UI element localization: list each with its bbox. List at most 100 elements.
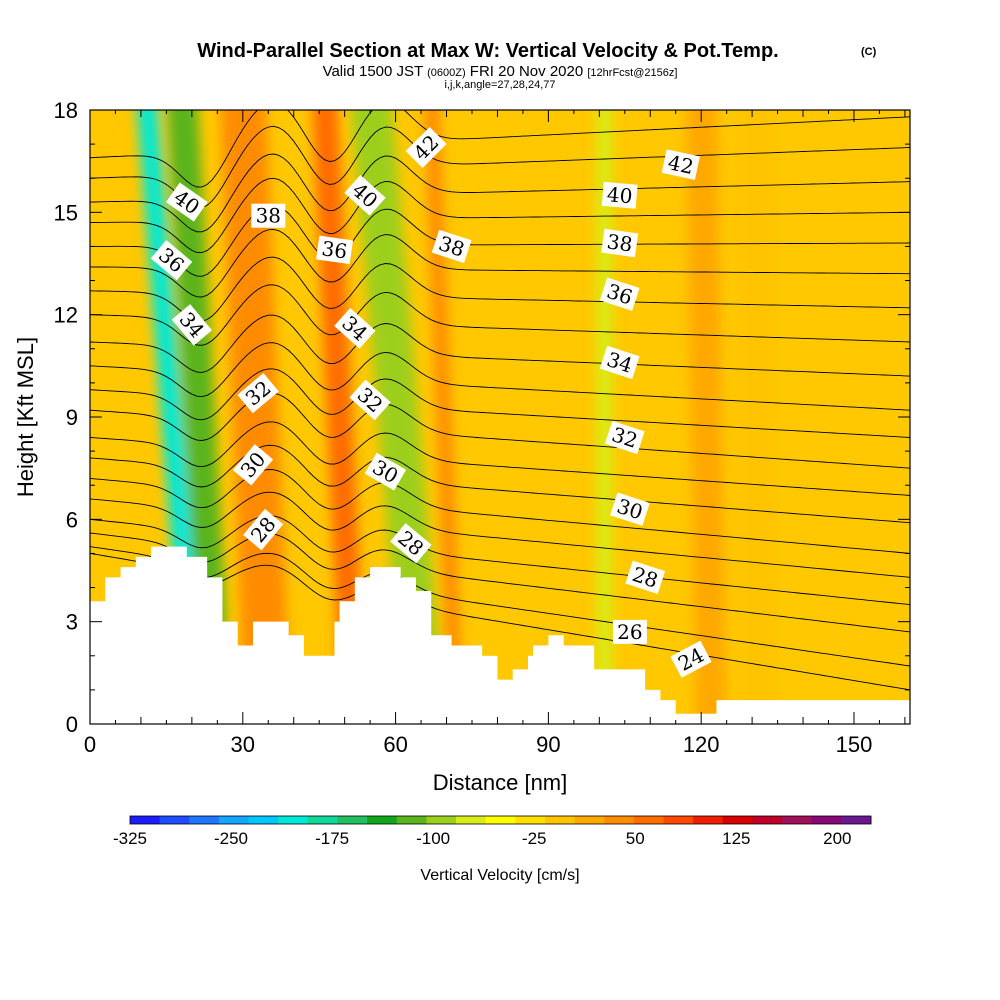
- theta-contour-30: [90, 444, 910, 524]
- contour-label-box: [599, 277, 640, 311]
- colorbar-swatch: [307, 816, 338, 824]
- theta-contour-24: [90, 552, 910, 691]
- theta-contour-40: [90, 177, 910, 254]
- contour-label-21: 40: [344, 175, 386, 216]
- contour-label-box: [364, 452, 407, 491]
- colorbar-swatch: [278, 816, 309, 824]
- chart-title: Wind-Parallel Section at Max W: Vertical…: [197, 40, 778, 62]
- theta-contour-38: [90, 228, 910, 298]
- contour-label-box: [232, 444, 274, 486]
- colorbar-swatch: [456, 816, 487, 824]
- contour-label-box: [610, 492, 650, 526]
- subtitle-utc-time: (0600Z): [427, 67, 466, 79]
- colorbar-tick-labels: -325 -250 -175 -100 -25 50 125 200: [113, 829, 852, 848]
- theta-contour-37: [90, 256, 910, 322]
- colorbar-swatch: [574, 816, 605, 824]
- x-tick-label: 30: [231, 732, 255, 757]
- colorbar-tick-label: -175: [315, 829, 349, 848]
- chart-subtitle-indices: i,j,k,angle=27,28,24,77: [444, 79, 555, 91]
- colorbar-swatch: [811, 816, 842, 824]
- colorbar-label: Vertical Velocity [cm/s]: [420, 867, 579, 884]
- contour-label-box: [243, 508, 284, 551]
- x-axis-label: Distance [nm]: [433, 770, 568, 795]
- y-tick-label: 3: [66, 610, 78, 635]
- colorbar-swatch: [722, 816, 753, 824]
- contour-label-19: 38: [251, 203, 286, 228]
- theta-contour-42: [90, 125, 910, 209]
- colorbar-swatch: [485, 816, 516, 824]
- theta-contour-29: [90, 469, 910, 554]
- theta-contour-34: [90, 342, 910, 411]
- contour-label-box: [150, 239, 193, 281]
- chart-subtitle: Valid 1500 JST (0600Z) FRI 20 Nov 2020 […: [323, 63, 678, 80]
- y-tick-label: 15: [54, 200, 78, 225]
- velocity-band-4: [312, 110, 367, 724]
- contour-label-1: 26: [612, 619, 647, 644]
- colorbar-swatch: [604, 816, 635, 824]
- contour-label-box: [599, 345, 640, 380]
- x-tick-label: 120: [683, 732, 720, 757]
- theta-contour-31: [90, 421, 910, 496]
- contour-label-text: 42: [666, 150, 696, 179]
- contour-label-box: [604, 420, 645, 455]
- contour-label-15: 36: [315, 235, 354, 265]
- colorbar: [129, 815, 872, 825]
- contour-label-box: [315, 235, 354, 265]
- contour-label-text: 38: [605, 229, 634, 256]
- theta-contour-32: [90, 392, 910, 469]
- subtitle-forecast: [12hrFcst@2156z]: [587, 67, 677, 79]
- colorbar-swatch: [693, 816, 724, 824]
- contour-label-box: [601, 228, 639, 258]
- contour-label-17: 38: [601, 228, 639, 258]
- colorbar-tick-label: -250: [214, 829, 248, 848]
- x-tick-label: 90: [536, 732, 560, 757]
- velocity-band-7: [424, 110, 464, 724]
- contour-label-box: [601, 181, 638, 209]
- colorbar-swatch: [633, 816, 664, 824]
- theta-contour-39: [90, 204, 910, 277]
- contour-label-text: 40: [606, 182, 633, 208]
- contour-label-box: [344, 175, 386, 216]
- x-tick-label: 150: [836, 732, 873, 757]
- colorbar-tick-label: 125: [722, 829, 750, 848]
- theta-contour-28: [90, 491, 910, 578]
- contour-label-14: 36: [599, 277, 640, 311]
- chart-title-mark: (C): [861, 46, 877, 58]
- x-tick-label: 60: [383, 732, 407, 757]
- velocity-band-6: [351, 110, 446, 724]
- theta-contour-43: [90, 110, 910, 188]
- contour-label-box: [661, 149, 700, 180]
- theta-contour-41: [90, 153, 910, 233]
- y-tick-label: 12: [54, 303, 78, 328]
- contour-label-2: 28: [625, 560, 666, 594]
- colorbar-swatch: [248, 816, 279, 824]
- contour-label-box: [405, 126, 447, 169]
- contour-label-box: [670, 640, 712, 678]
- subtitle-date: FRI 20 Nov 2020: [470, 63, 583, 80]
- x-tick-labels: 0 30 60 90 120 150: [84, 732, 872, 757]
- contour-label-box: [237, 372, 279, 414]
- colorbar-swatch: [159, 816, 190, 824]
- colorbar-tick-label: -100: [416, 829, 450, 848]
- colorbar-frame: [129, 815, 872, 825]
- colorbar-tick-label: 50: [626, 829, 645, 848]
- colorbar-swatch: [544, 816, 575, 824]
- contour-label-box: [334, 308, 376, 349]
- colorbar-swatch: [782, 816, 813, 824]
- colorbar-swatch: [663, 816, 694, 824]
- velocity-band-10: [739, 110, 776, 724]
- velocity-band-9: [686, 110, 727, 724]
- colorbar-swatch: [515, 816, 546, 824]
- velocity-band-8: [596, 110, 613, 724]
- contour-label-5: 30: [610, 492, 650, 526]
- theta-contour-35: [90, 314, 910, 377]
- y-tick-label: 9: [66, 405, 78, 430]
- contour-label-box: [612, 619, 647, 644]
- colorbar-tick-label: -25: [522, 829, 547, 848]
- velocity-band-3: [220, 110, 291, 724]
- contour-label-box: [171, 304, 213, 346]
- y-tick-label: 6: [66, 507, 78, 532]
- y-tick-labels: 0 3 6 9 12 15 18: [54, 98, 78, 737]
